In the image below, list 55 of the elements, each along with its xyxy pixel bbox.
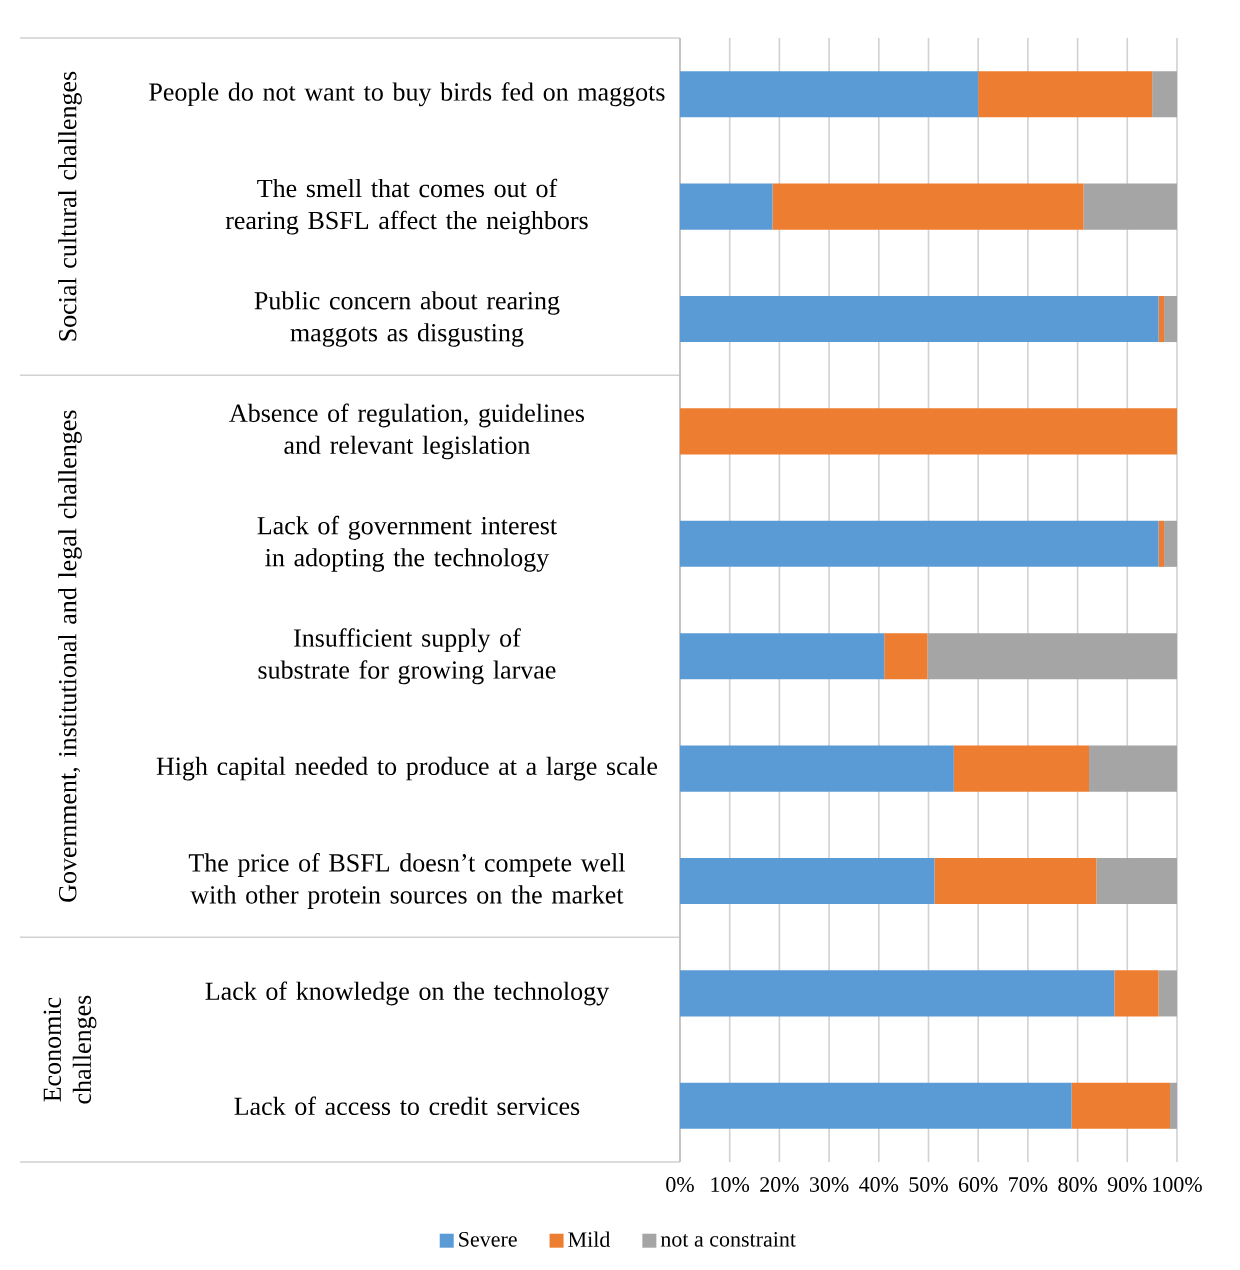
x-tick-label: 100%: [1153, 1177, 1202, 1192]
x-tick-label: 70%: [1009, 1177, 1048, 1192]
bar: [1114, 970, 1159, 1017]
y-tick-label: Lack of government interest in adopting the technology: [257, 515, 557, 572]
bar: [978, 71, 1153, 118]
bar: [1089, 745, 1177, 792]
bar: [680, 1082, 1072, 1129]
x-tick-label: 80%: [1058, 1177, 1097, 1192]
bar: [680, 520, 1159, 567]
legend-label: Severe: [459, 1231, 517, 1247]
bar: [1170, 1082, 1177, 1129]
legend-label: not a constraint: [660, 1231, 796, 1247]
bar: [680, 857, 935, 905]
y-tick-label: Lack of access to credit services: [234, 1096, 580, 1116]
bar: [1158, 970, 1177, 1017]
y-tick-label: The smell that comes out of rearing BSFL affect the neighbors: [225, 178, 588, 235]
x-tick-label: 90%: [1107, 1177, 1147, 1192]
bar: [772, 183, 1084, 230]
x-tick-label: 40%: [859, 1177, 899, 1192]
bar: [953, 745, 1090, 792]
x-tick-label: 60%: [958, 1177, 998, 1192]
text: Economic challenges: [43, 995, 97, 1104]
x-tick-label: 50%: [909, 1177, 948, 1192]
text: Government, institutional and legal challenges: [58, 410, 82, 902]
x-tick-label: 10%: [711, 1177, 750, 1192]
y-tick-label: Public concern about rearing maggots as disgusting: [254, 291, 560, 347]
bar: [680, 295, 1159, 343]
bar: [1083, 183, 1177, 230]
bar: [680, 633, 885, 680]
y-tick-label: Lack of knowledge on the technology: [205, 981, 610, 1006]
x-tick-label: 0%: [666, 1177, 694, 1192]
y-tick-label: Insufficient supply of substrate for growing larvae: [258, 628, 556, 685]
x-tick-label: 20%: [760, 1177, 799, 1192]
bar: [680, 970, 1115, 1017]
bar: [1164, 520, 1177, 567]
bar: [1152, 71, 1177, 118]
bar: [927, 633, 1177, 680]
bar: [1158, 520, 1165, 567]
bar: [1158, 295, 1165, 343]
bar: [680, 71, 979, 118]
y-tick-label: The price of BSFL doesn’t compete well with other protein sources on the market: [188, 853, 625, 909]
y-tick-label: Absence of regulation, guidelines and relevant legislation: [229, 403, 584, 460]
text: Social cultural challenges: [58, 71, 82, 341]
bar: [680, 408, 1177, 455]
bar: [934, 857, 1097, 905]
y-tick-label: People do not want to buy birds fed on maggots: [149, 82, 665, 107]
x-tick-label: 30%: [810, 1177, 849, 1192]
bar: [884, 633, 928, 680]
bar: [680, 183, 773, 230]
bar: [680, 745, 954, 792]
bar: [1071, 1082, 1171, 1129]
bar: [1096, 857, 1177, 905]
bar: [1164, 295, 1177, 343]
y-tick-label: High capital needed to produce at a large scale: [156, 756, 658, 781]
legend-label: Mild: [568, 1231, 611, 1248]
